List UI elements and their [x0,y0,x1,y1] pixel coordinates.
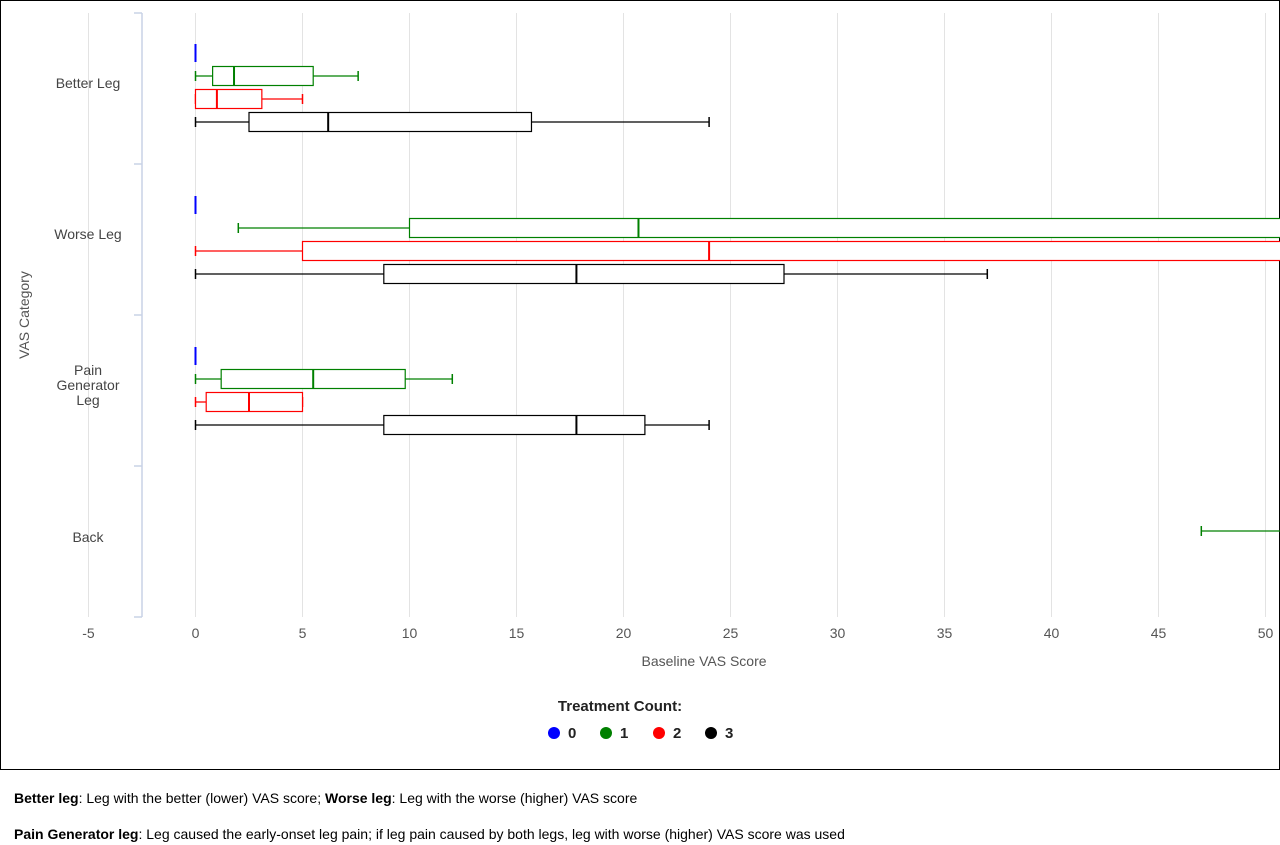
legend-marker-3 [705,727,717,739]
box-iqr [248,111,533,133]
footnote-pain-generator-text: : Leg caused the early-onset leg pain; i… [138,826,845,842]
x-tick-label: -5 [82,625,95,641]
y-axis-title: VAS Category [16,271,32,359]
box-series-3 [194,263,989,285]
category-label-line: Back [72,529,104,545]
x-tick-label: 40 [1044,625,1060,641]
box-iqr [383,263,785,285]
x-tick-label: 10 [402,625,418,641]
footnote-worse-leg-text: : Leg with the worse (higher) VAS score [391,790,638,806]
footnote-better-leg-term: Better leg [14,790,79,806]
legend-label-2: 2 [673,725,681,742]
legend-marker-0 [548,727,560,739]
x-axis-title: Baseline VAS Score [641,653,766,669]
category-label: Better Leg [56,75,121,91]
legend-label-0: 0 [568,725,576,742]
box-series-1 [237,217,1280,239]
box-iqr [383,414,646,436]
legend-marker-2 [653,727,665,739]
legend-title: Treatment Count: [558,698,682,715]
legend-label-1: 1 [620,725,628,742]
category-label-line: Pain [74,362,102,378]
x-tick-label: 50 [1258,625,1274,641]
category-label: Back [72,529,104,545]
x-tick-label: 45 [1151,625,1167,641]
box-iqr [301,240,1280,262]
footnote-leg-definitions: Better leg: Leg with the better (lower) … [14,790,637,806]
box-series-1 [194,65,359,87]
x-tick-label: 25 [723,625,739,641]
box-series-1 [194,368,454,390]
x-tick-label: 20 [616,625,632,641]
box-series-2 [194,391,304,413]
box-series-3 [194,111,710,133]
category-label-line: Leg [76,392,99,408]
chart-frame: -505101520253035404550556065707580859095… [0,0,1280,770]
box-iqr [194,88,263,110]
box-series-2 [194,88,304,110]
x-tick-label: 30 [830,625,846,641]
footnote-pain-generator: Pain Generator leg: Leg caused the early… [14,826,845,842]
category-label: Pain Generator Leg [56,362,119,408]
footnote-pain-generator-term: Pain Generator leg [14,826,139,842]
box-series-2 [194,240,1280,262]
box-iqr [408,217,1280,239]
boxplot-chart: -505101520253035404550556065707580859095… [16,12,1280,742]
footnote-worse-leg-term: Worse leg [324,790,392,806]
x-tick-label: 5 [299,625,307,641]
x-tick-label: 15 [509,625,525,641]
category-label-line: Worse Leg [54,226,121,242]
box-iqr [205,391,304,413]
box-iqr [212,65,314,87]
box-series-3 [194,414,710,436]
category-label: Worse Leg [54,226,121,242]
category-label-line: Better Leg [56,75,121,91]
x-tick-label: 35 [937,625,953,641]
footnote-better-leg-text: : Leg with the better (lower) VAS score; [78,790,325,806]
legend-label-3: 3 [725,725,733,742]
x-tick-label: 0 [192,625,200,641]
legend-marker-1 [600,727,612,739]
box-series-1 [1200,526,1280,536]
category-label-line: Generator [56,377,119,393]
